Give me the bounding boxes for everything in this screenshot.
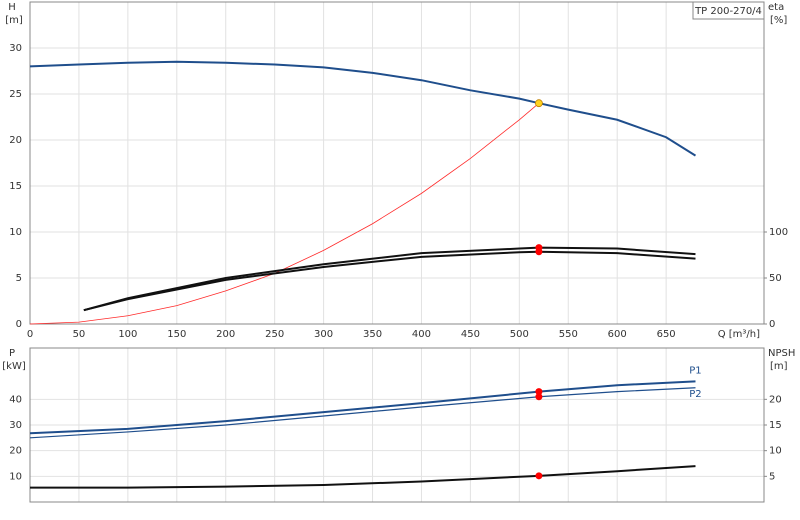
x-axis-label: Q [m³/h]	[718, 329, 760, 340]
y-axis-label: P	[9, 348, 15, 359]
y2-tick-label: 100	[769, 227, 788, 238]
y-axis-unit: [m]	[5, 15, 23, 26]
x-tick-label: 0	[27, 329, 33, 340]
y2-tick-label: 15	[769, 420, 782, 431]
x-tick-label: 400	[412, 329, 431, 340]
x-tick-label: 600	[608, 329, 627, 340]
operating-point	[535, 393, 543, 401]
y2-axis-label: eta	[768, 2, 784, 13]
plot-area	[30, 2, 764, 324]
y-axis-unit: [kW]	[2, 361, 26, 372]
x-tick-label: 500	[510, 329, 529, 340]
curve	[83, 250, 696, 312]
y-tick-label: 5	[16, 273, 22, 284]
curve	[29, 387, 696, 439]
y2-axis-label: NPSH	[768, 348, 795, 359]
y2-tick-label: 5	[769, 471, 775, 482]
y2-tick-label: 20	[769, 394, 782, 405]
y2-tick-label: 10	[769, 446, 782, 457]
x-tick-label: 50	[73, 329, 86, 340]
operating-point	[535, 248, 543, 256]
y-tick-label: 15	[9, 181, 22, 192]
y-tick-label: 30	[9, 420, 22, 431]
y-tick-label: 10	[9, 471, 22, 482]
x-tick-label: 550	[559, 329, 578, 340]
curve	[29, 60, 697, 157]
x-tick-label: 350	[363, 329, 382, 340]
y2-axis-unit: [%]	[770, 15, 787, 26]
x-tick-label: 150	[167, 329, 186, 340]
plot-frame	[29, 1, 765, 325]
x-tick-label: 100	[118, 329, 137, 340]
y-tick-label: 0	[16, 319, 22, 330]
x-tick-label: 650	[657, 329, 676, 340]
curve	[30, 465, 696, 489]
plot-frame	[29, 347, 765, 503]
curve	[29, 102, 540, 325]
y-tick-label: 10	[9, 227, 22, 238]
x-tick-label: 200	[216, 329, 235, 340]
y2-tick-label: 50	[769, 273, 782, 284]
y-tick-label: 30	[9, 43, 22, 54]
title-box	[692, 1, 765, 20]
y-tick-label: 20	[9, 135, 22, 146]
series-label: P2	[689, 389, 701, 400]
series-label: P1	[689, 365, 701, 376]
y2-tick-label: 0	[769, 319, 775, 330]
operating-point	[535, 472, 543, 480]
operating-point	[535, 99, 543, 108]
y-axis-label: H	[8, 2, 16, 13]
x-tick-label: 250	[265, 329, 284, 340]
x-tick-label: 300	[314, 329, 333, 340]
chart: 10 20 30 40 5 10 15 20 P [kW] NPSH [m] P1 P2	[2, 347, 795, 503]
y-tick-label: 25	[9, 89, 22, 100]
curve	[83, 246, 696, 312]
y-tick-label: 40	[9, 394, 22, 405]
operating-point	[535, 388, 543, 396]
y2-axis-unit: [m]	[770, 361, 788, 372]
y-tick-label: 20	[9, 446, 22, 457]
chart-title: TP 200-270/4	[694, 6, 762, 17]
x-tick-label: 450	[461, 329, 480, 340]
chart: 0 50 100 150 200 250 300 350 400 450 500 550 600 6500…	[5, 1, 788, 340]
curve	[29, 380, 696, 435]
